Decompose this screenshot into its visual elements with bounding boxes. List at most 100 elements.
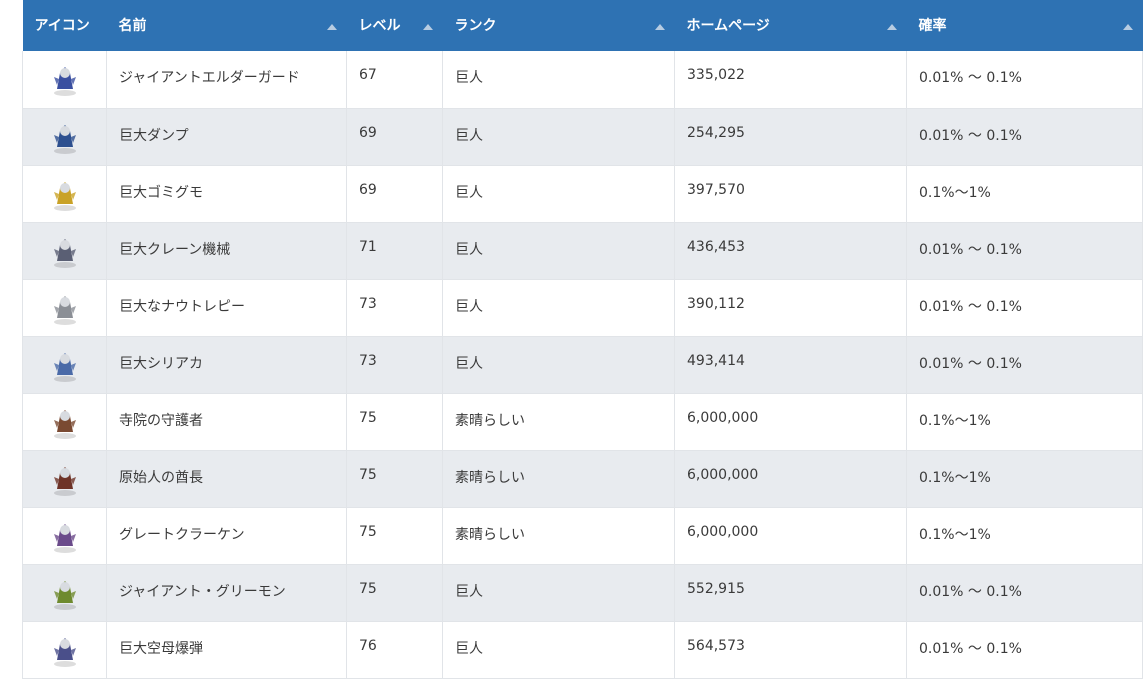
monster-level: 73 — [346, 279, 443, 337]
sort-arrow-icon[interactable] — [1122, 23, 1133, 30]
drop-rate: 0.1%〜1% — [906, 507, 1143, 565]
sort-arrow-icon[interactable] — [422, 23, 433, 30]
table-row: 巨大ゴミグモ 69 巨人 397,570 0.1%〜1% — [22, 165, 1143, 223]
monster-rank: 巨人 — [442, 621, 675, 679]
monster-name: 巨大クレーン機械 — [106, 222, 347, 280]
monster-rank: 巨人 — [442, 279, 675, 337]
monster-name: 寺院の守護者 — [106, 393, 347, 451]
monster-name: 巨大シリアカ — [106, 336, 347, 394]
drop-rate: 0.01% 〜 0.1% — [906, 279, 1143, 337]
monster-name: ジャイアントエルダーガード — [106, 51, 347, 109]
table-row: 巨大クレーン機械 71 巨人 436,453 0.01% 〜 0.1% — [22, 222, 1143, 280]
monster-name: グレートクラーケン — [106, 507, 347, 565]
monster-name: 巨大なナウトレピー — [106, 279, 347, 337]
drop-rate: 0.01% 〜 0.1% — [906, 222, 1143, 280]
sort-arrow-icon[interactable] — [886, 23, 897, 30]
monster-level: 69 — [346, 108, 443, 166]
icon-cell — [22, 165, 107, 223]
drop-rate: 0.1%〜1% — [906, 165, 1143, 223]
monster-rank: 巨人 — [442, 564, 675, 622]
table-body: ジャイアントエルダーガード 67 巨人 335,022 0.01% 〜 0.1% 巨大ダン… — [22, 51, 1143, 679]
nautrepi-icon — [53, 295, 76, 325]
great-kraken-icon — [53, 523, 76, 553]
column-label: 名前 — [118, 17, 147, 34]
column-label: ランク — [454, 17, 497, 34]
column-header-rate[interactable]: 確率 — [907, 0, 1143, 51]
column-header-level[interactable]: レベル — [347, 0, 443, 51]
monster-level: 67 — [346, 51, 443, 109]
monster-level: 75 — [346, 564, 443, 622]
monster-level: 75 — [346, 450, 443, 508]
monster-name: 原始人の酋長 — [106, 450, 347, 508]
icon-cell — [22, 507, 107, 565]
column-header-rank[interactable]: ランク — [443, 0, 675, 51]
monster-hp: 436,453 — [674, 222, 907, 280]
icon-cell — [22, 279, 107, 337]
temple-guardian-icon — [53, 409, 76, 439]
column-label: レベル — [358, 17, 401, 34]
icon-cell — [22, 564, 107, 622]
monster-hp: 397,570 — [674, 165, 907, 223]
dump-truck-robot-icon — [53, 124, 76, 154]
monster-table: アイコン 名前 レベル ランク ホームページ 確率 ジャイアントエルダーガード 6… — [22, 0, 1143, 679]
monster-name: ジャイアント・グリーモン — [106, 564, 347, 622]
monster-level: 75 — [346, 507, 443, 565]
monster-table-container: アイコン 名前 レベル ランク ホームページ 確率 ジャイアントエルダーガード 6… — [22, 0, 1143, 679]
table-row: ジャイアントエルダーガード 67 巨人 335,022 0.01% 〜 0.1% — [22, 51, 1143, 109]
monster-level: 71 — [346, 222, 443, 280]
monster-hp: 390,112 — [674, 279, 907, 337]
drop-rate: 0.1%〜1% — [906, 393, 1143, 451]
crane-machine-icon — [53, 238, 76, 268]
monster-rank: 素晴らしい — [442, 393, 675, 451]
drop-rate: 0.1%〜1% — [906, 450, 1143, 508]
monster-rank: 巨人 — [442, 165, 675, 223]
table-row: 巨大シリアカ 73 巨人 493,414 0.01% 〜 0.1% — [22, 336, 1143, 394]
monster-level: 76 — [346, 621, 443, 679]
drop-rate: 0.01% 〜 0.1% — [906, 621, 1143, 679]
giant-greemon-icon — [53, 580, 76, 610]
monster-level: 73 — [346, 336, 443, 394]
icon-cell — [22, 51, 107, 109]
monster-rank: 素晴らしい — [442, 450, 675, 508]
monster-rank: 素晴らしい — [442, 507, 675, 565]
table-row: ジャイアント・グリーモン 75 巨人 552,915 0.01% 〜 0.1% — [22, 564, 1143, 622]
column-header-name[interactable]: 名前 — [107, 0, 347, 51]
table-header: アイコン 名前 レベル ランク ホームページ 確率 — [22, 0, 1143, 51]
icon-cell — [22, 108, 107, 166]
siriaca-icon — [53, 352, 76, 382]
monster-hp: 335,022 — [674, 51, 907, 109]
monster-name: 巨大ゴミグモ — [106, 165, 347, 223]
drop-rate: 0.01% 〜 0.1% — [906, 108, 1143, 166]
drop-rate: 0.01% 〜 0.1% — [906, 336, 1143, 394]
monster-hp: 552,915 — [674, 564, 907, 622]
monster-hp: 564,573 — [674, 621, 907, 679]
monster-hp: 6,000,000 — [674, 393, 907, 451]
monster-hp: 6,000,000 — [674, 507, 907, 565]
elder-guard-icon — [53, 67, 76, 97]
column-header-icon: アイコン — [23, 0, 107, 51]
column-header-hp[interactable]: ホームページ — [675, 0, 907, 51]
icon-cell — [22, 621, 107, 679]
column-label: 確率 — [918, 17, 947, 34]
sort-arrow-icon[interactable] — [326, 23, 337, 30]
icon-cell — [22, 450, 107, 508]
monster-level: 69 — [346, 165, 443, 223]
table-row: 寺院の守護者 75 素晴らしい 6,000,000 0.1%〜1% — [22, 393, 1143, 451]
monster-hp: 493,414 — [674, 336, 907, 394]
monster-rank: 巨人 — [442, 51, 675, 109]
sort-arrow-icon[interactable] — [654, 23, 665, 30]
monster-rank: 巨人 — [442, 108, 675, 166]
table-row: 巨大空母爆弾 76 巨人 564,573 0.01% 〜 0.1% — [22, 621, 1143, 679]
monster-level: 75 — [346, 393, 443, 451]
icon-cell — [22, 336, 107, 394]
header-row: アイコン 名前 レベル ランク ホームページ 確率 — [22, 0, 1143, 51]
table-row: グレートクラーケン 75 素晴らしい 6,000,000 0.1%〜1% — [22, 507, 1143, 565]
table-row: 巨大ダンプ 69 巨人 254,295 0.01% 〜 0.1% — [22, 108, 1143, 166]
column-label: アイコン — [34, 17, 90, 34]
caveman-chief-icon — [53, 466, 76, 496]
trash-spider-icon — [53, 181, 76, 211]
monster-name: 巨大ダンプ — [106, 108, 347, 166]
carrier-bomb-icon — [53, 637, 76, 667]
monster-rank: 巨人 — [442, 222, 675, 280]
table-row: 巨大なナウトレピー 73 巨人 390,112 0.01% 〜 0.1% — [22, 279, 1143, 337]
